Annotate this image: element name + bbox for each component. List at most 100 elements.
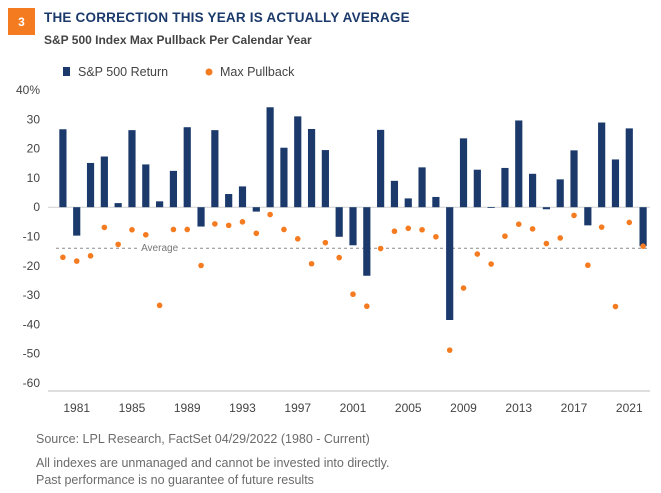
chart-subtitle: S&P 500 Index Max Pullback Per Calendar … bbox=[44, 33, 312, 47]
dot bbox=[308, 260, 315, 267]
dot bbox=[101, 224, 108, 231]
dot bbox=[626, 219, 633, 226]
bar bbox=[156, 201, 164, 208]
dot bbox=[336, 254, 342, 261]
dot bbox=[350, 291, 356, 298]
y-tick-label: 0 bbox=[33, 200, 40, 214]
dot bbox=[543, 240, 550, 247]
dot bbox=[529, 226, 536, 232]
x-tick-label: 2005 bbox=[395, 401, 422, 415]
bar bbox=[418, 167, 426, 208]
x-tick-label: 2001 bbox=[340, 401, 367, 415]
dot bbox=[460, 285, 467, 291]
bar bbox=[611, 159, 620, 208]
dot bbox=[281, 226, 287, 233]
dot bbox=[322, 239, 329, 246]
y-tick-label: -40 bbox=[23, 317, 41, 331]
source-note: Source: LPL Research, FactSet 04/29/2022… bbox=[36, 432, 370, 446]
bar bbox=[59, 129, 67, 208]
y-tick-label: -20 bbox=[23, 259, 41, 273]
dot bbox=[571, 212, 577, 219]
legend: S&P 500 Return Max Pullback bbox=[63, 65, 295, 79]
dot bbox=[598, 224, 605, 230]
dot bbox=[156, 302, 163, 309]
bar bbox=[487, 207, 495, 208]
bar bbox=[128, 130, 136, 208]
y-tick-label: 20 bbox=[27, 142, 41, 156]
bar bbox=[197, 207, 205, 227]
bar bbox=[266, 107, 274, 208]
x-tick-label: 1989 bbox=[174, 401, 201, 415]
dot bbox=[239, 219, 246, 225]
dot bbox=[184, 226, 191, 233]
dot bbox=[502, 233, 508, 240]
bar bbox=[625, 128, 633, 208]
disclaimer-line-2: Past performance is no guarantee of futu… bbox=[36, 473, 314, 487]
bar bbox=[598, 122, 606, 208]
bar bbox=[238, 186, 247, 208]
bar bbox=[390, 180, 399, 208]
x-tick-label: 2013 bbox=[505, 401, 532, 415]
bar bbox=[556, 179, 564, 208]
figure-number-badge: 3 bbox=[8, 8, 35, 35]
average-line-label: Average bbox=[141, 243, 179, 254]
bar bbox=[446, 207, 454, 321]
dot bbox=[170, 226, 177, 233]
bar bbox=[349, 207, 357, 246]
dot bbox=[405, 225, 412, 232]
bar-chart: S&P 500 Return Max Pullback 40% 30 20 10 0 -10… bbox=[16, 65, 650, 415]
disclaimer-line-1: All indexes are unmanaged and cannot be … bbox=[36, 456, 390, 470]
y-axis: 40% 30 20 10 0 -10 -20 -30 -40 -50 -60 bbox=[16, 83, 40, 390]
dot bbox=[585, 262, 591, 269]
bar bbox=[515, 120, 523, 208]
dot bbox=[129, 226, 135, 233]
dot bbox=[515, 221, 522, 227]
bar bbox=[307, 128, 316, 208]
dot bbox=[364, 303, 370, 310]
legend-label-bar: S&P 500 Return bbox=[78, 65, 168, 79]
bar bbox=[169, 170, 178, 208]
dot bbox=[115, 241, 121, 248]
dot bbox=[225, 222, 232, 229]
y-tick-label: -30 bbox=[23, 288, 41, 302]
y-tick-label: -60 bbox=[23, 376, 41, 390]
bar bbox=[639, 207, 647, 247]
x-tick-label: 1997 bbox=[284, 401, 311, 415]
bar bbox=[211, 130, 219, 208]
dot bbox=[198, 262, 204, 269]
dot bbox=[267, 211, 273, 218]
dot bbox=[474, 251, 481, 257]
dot bbox=[60, 254, 66, 261]
average-line-group: Average bbox=[56, 242, 650, 254]
bar bbox=[335, 207, 343, 237]
dot bbox=[294, 236, 301, 242]
bar bbox=[321, 150, 329, 208]
dot bbox=[419, 226, 425, 233]
bar-series bbox=[59, 107, 647, 321]
x-tick-label: 2009 bbox=[450, 401, 477, 415]
dot bbox=[557, 235, 564, 241]
bar bbox=[114, 203, 122, 208]
bar bbox=[377, 129, 385, 208]
bar bbox=[501, 167, 509, 208]
dot bbox=[142, 231, 149, 238]
bar bbox=[542, 207, 550, 210]
dot-series bbox=[60, 211, 646, 353]
bar bbox=[432, 196, 440, 208]
dot bbox=[488, 261, 494, 267]
y-tick-label: 40% bbox=[16, 83, 40, 97]
x-tick-label: 1993 bbox=[229, 401, 256, 415]
dot bbox=[73, 258, 80, 264]
bar bbox=[404, 198, 412, 208]
bar bbox=[459, 138, 468, 208]
x-tick-label: 1981 bbox=[63, 401, 90, 415]
dot bbox=[377, 245, 384, 252]
dot bbox=[433, 233, 439, 240]
x-tick-label: 1985 bbox=[119, 401, 146, 415]
average-label-backing bbox=[137, 242, 182, 254]
x-tick-label: 2017 bbox=[561, 401, 588, 415]
bar bbox=[183, 127, 191, 208]
bar bbox=[100, 156, 108, 208]
bar bbox=[528, 173, 537, 208]
bar bbox=[294, 116, 302, 208]
